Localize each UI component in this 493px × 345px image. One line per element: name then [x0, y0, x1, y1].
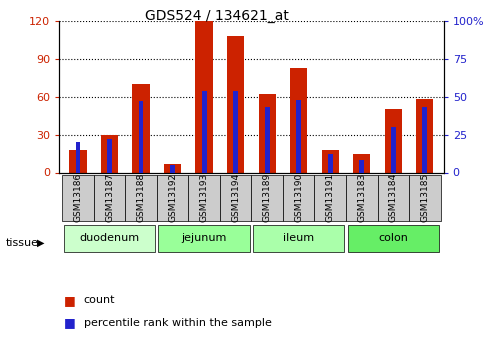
Bar [359, 160, 364, 172]
Text: jejunum: jejunum [181, 233, 227, 243]
Bar [233, 90, 238, 172]
Bar [251, 175, 283, 220]
Text: count: count [84, 295, 115, 305]
Text: ▶: ▶ [36, 238, 44, 248]
Bar [283, 175, 315, 220]
Bar [139, 101, 143, 172]
Bar [416, 99, 433, 172]
Text: GSM13189: GSM13189 [263, 173, 272, 222]
Text: GSM13192: GSM13192 [168, 173, 177, 222]
Text: GSM13191: GSM13191 [326, 173, 335, 222]
Bar [107, 139, 112, 172]
Text: GSM13184: GSM13184 [389, 173, 398, 222]
Bar [391, 127, 395, 172]
Bar [378, 175, 409, 220]
Text: percentile rank within the sample: percentile rank within the sample [84, 318, 272, 327]
Bar [409, 175, 441, 220]
Bar [296, 100, 301, 172]
Bar [220, 175, 251, 220]
Bar [321, 150, 339, 172]
Bar [196, 21, 213, 172]
Text: GSM13186: GSM13186 [73, 173, 82, 222]
Bar [158, 225, 250, 252]
Bar [328, 154, 333, 172]
Bar [62, 175, 94, 220]
Text: GSM13185: GSM13185 [421, 173, 429, 222]
Bar [258, 94, 276, 172]
Bar [227, 36, 245, 172]
Bar [170, 165, 175, 172]
Text: ■: ■ [64, 294, 76, 307]
Text: GSM13187: GSM13187 [105, 173, 114, 222]
Bar [265, 107, 270, 172]
Bar [346, 175, 378, 220]
Text: colon: colon [378, 233, 408, 243]
Text: GSM13193: GSM13193 [200, 173, 209, 222]
Text: GSM13188: GSM13188 [137, 173, 145, 222]
Bar [157, 175, 188, 220]
Bar [70, 150, 87, 172]
Bar [423, 107, 427, 172]
Text: ■: ■ [64, 316, 76, 329]
Bar [125, 175, 157, 220]
Bar [101, 135, 118, 172]
Text: GSM13183: GSM13183 [357, 173, 366, 222]
Bar [348, 225, 439, 252]
Text: ileum: ileum [283, 233, 314, 243]
Bar [353, 154, 370, 172]
Bar [290, 68, 307, 172]
Text: duodenum: duodenum [79, 233, 140, 243]
Bar [315, 175, 346, 220]
Bar [64, 225, 155, 252]
Bar [76, 142, 80, 172]
Bar [94, 175, 125, 220]
Text: GDS524 / 134621_at: GDS524 / 134621_at [145, 9, 289, 23]
Bar [133, 84, 150, 172]
Bar [164, 164, 181, 172]
Bar [188, 175, 220, 220]
Bar [202, 90, 207, 172]
Text: GSM13194: GSM13194 [231, 173, 240, 222]
Text: GSM13190: GSM13190 [294, 173, 303, 222]
Text: tissue: tissue [6, 238, 39, 248]
Bar [385, 109, 402, 172]
Bar [253, 225, 345, 252]
